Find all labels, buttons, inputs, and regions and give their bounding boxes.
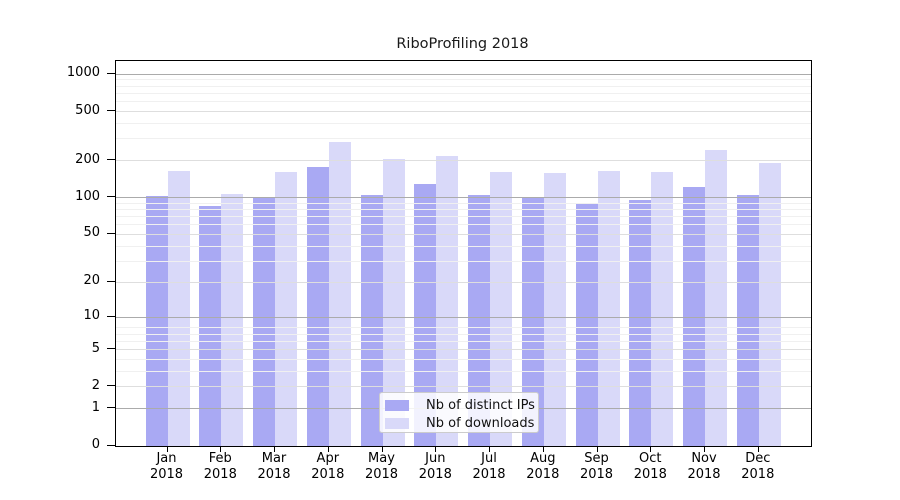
y-tick-20 — [107, 280, 115, 282]
bar-nb-of-downloads-apr-2018 — [328, 141, 351, 446]
x-tick-label-aug-2018: Aug 2018 — [526, 451, 560, 482]
y-tick-500 — [107, 110, 115, 111]
bar-nb-of-downloads-dec-2018 — [758, 162, 781, 446]
x-tick-label-jun-2018: Jun 2018 — [418, 451, 452, 482]
x-tick-label-feb-2018: Feb 2018 — [203, 451, 237, 482]
bar-nb-of-distinct-ips-jan-2018 — [145, 196, 168, 446]
x-tick-label-nov-2018: Nov 2018 — [687, 451, 721, 482]
x-tick-label-sep-2018: Sep 2018 — [579, 451, 614, 482]
y-tick-label-200: 200 — [75, 151, 100, 167]
bar-nb-of-downloads-jul-2018 — [490, 171, 512, 446]
bar-nb-of-downloads-jun-2018 — [436, 156, 459, 446]
y-tick-5 — [107, 348, 115, 350]
x-tick-jul — [489, 446, 490, 452]
legend-label-nb-of-downloads: Nb of downloads — [426, 416, 535, 431]
minor-gridline-300 — [116, 138, 811, 140]
y-tick-2 — [107, 385, 115, 387]
x-tick-apr — [327, 446, 329, 452]
y-tick-label-2: 2 — [91, 377, 100, 393]
x-tick-label-apr-2018: Apr 2018 — [311, 451, 345, 482]
y-tick-200 — [107, 159, 115, 161]
y-tick-label-1: 1 — [91, 399, 100, 415]
legend-row-nb-of-downloads: Nb of downloads — [385, 415, 538, 432]
x-tick-label-jan-2018: Jan 2018 — [149, 451, 184, 482]
minor-gridline-800 — [116, 85, 811, 87]
y-tick-label-50: 50 — [83, 225, 100, 241]
bar-nb-of-distinct-ips-aug-2018 — [521, 197, 544, 446]
x-tick-jun — [435, 446, 437, 452]
x-tick-sep — [596, 446, 598, 452]
gridline-500 — [116, 111, 811, 112]
y-tick-50 — [107, 232, 115, 234]
legend-label-nb-of-distinct-ips: Nb of distinct IPs — [426, 398, 535, 413]
x-tick-dec — [757, 446, 759, 452]
legend-row-nb-of-distinct-ips: Nb of distinct IPs — [385, 397, 538, 414]
y-tick-label-100: 100 — [75, 188, 100, 204]
bar-nb-of-distinct-ips-feb-2018 — [199, 206, 222, 446]
y-tick-100 — [107, 196, 115, 198]
x-tick-label-jul-2018: Jul 2018 — [472, 451, 506, 482]
legend: Nb of distinct IPs Nb of downloads — [379, 392, 539, 433]
minor-gridline-600 — [116, 101, 811, 103]
x-tick-may — [381, 446, 383, 452]
bar-nb-of-distinct-ips-sep-2018 — [575, 202, 598, 446]
bar-nb-of-downloads-oct-2018 — [651, 171, 674, 446]
minor-gridline-900 — [116, 79, 811, 81]
bar-nb-of-distinct-ips-nov-2018 — [683, 187, 705, 446]
x-tick-aug — [542, 446, 544, 452]
x-tick-feb — [220, 446, 222, 452]
y-tick-label-500: 500 — [75, 102, 100, 118]
x-tick-mar — [274, 446, 275, 452]
x-tick-oct — [650, 446, 652, 452]
gridline-1000 — [116, 73, 811, 75]
x-tick-label-mar-2018: Mar 2018 — [257, 451, 291, 482]
bar-nb-of-distinct-ips-oct-2018 — [629, 199, 652, 446]
y-tick-1000 — [107, 72, 115, 74]
y-tick-label-20: 20 — [83, 273, 100, 289]
bar-nb-of-distinct-ips-jun-2018 — [414, 183, 437, 446]
bar-nb-of-distinct-ips-jul-2018 — [468, 194, 490, 446]
bar-nb-of-downloads-feb-2018 — [221, 194, 244, 446]
y-tick-label-0: 0 — [91, 437, 100, 452]
bar-nb-of-downloads-nov-2018 — [705, 150, 727, 446]
minor-gridline-400 — [116, 123, 811, 124]
bar-nb-of-downloads-aug-2018 — [543, 172, 566, 446]
y-tick-label-1000: 1000 — [66, 65, 100, 81]
bar-nb-of-distinct-ips-may-2018 — [360, 194, 383, 446]
bar-nb-of-distinct-ips-mar-2018 — [253, 197, 275, 446]
y-tick-0 — [107, 444, 115, 446]
bar-nb-of-downloads-mar-2018 — [275, 171, 297, 446]
chart-title: RiboProfiling 2018 — [396, 36, 529, 52]
y-tick-label-10: 10 — [83, 308, 100, 323]
y-tick-label-5: 5 — [91, 340, 100, 356]
x-tick-nov — [704, 446, 705, 452]
x-tick-label-dec-2018: Dec 2018 — [741, 451, 775, 482]
x-tick-label-may-2018: May 2018 — [364, 451, 399, 482]
bar-nb-of-downloads-jan-2018 — [167, 170, 190, 446]
legend-swatch-nb-of-downloads — [385, 418, 409, 429]
minor-gridline-700 — [116, 92, 811, 94]
y-tick-1 — [107, 407, 115, 409]
bar-nb-of-downloads-may-2018 — [382, 159, 405, 446]
bar-nb-of-distinct-ips-dec-2018 — [736, 194, 759, 446]
x-tick-jan — [166, 446, 168, 452]
legend-swatch-nb-of-distinct-ips — [385, 400, 409, 411]
y-tick-10 — [107, 315, 115, 317]
plot-area — [115, 60, 812, 447]
bar-nb-of-downloads-sep-2018 — [597, 170, 620, 446]
x-tick-label-oct-2018: Oct 2018 — [633, 451, 667, 482]
bar-nb-of-distinct-ips-apr-2018 — [306, 166, 329, 446]
